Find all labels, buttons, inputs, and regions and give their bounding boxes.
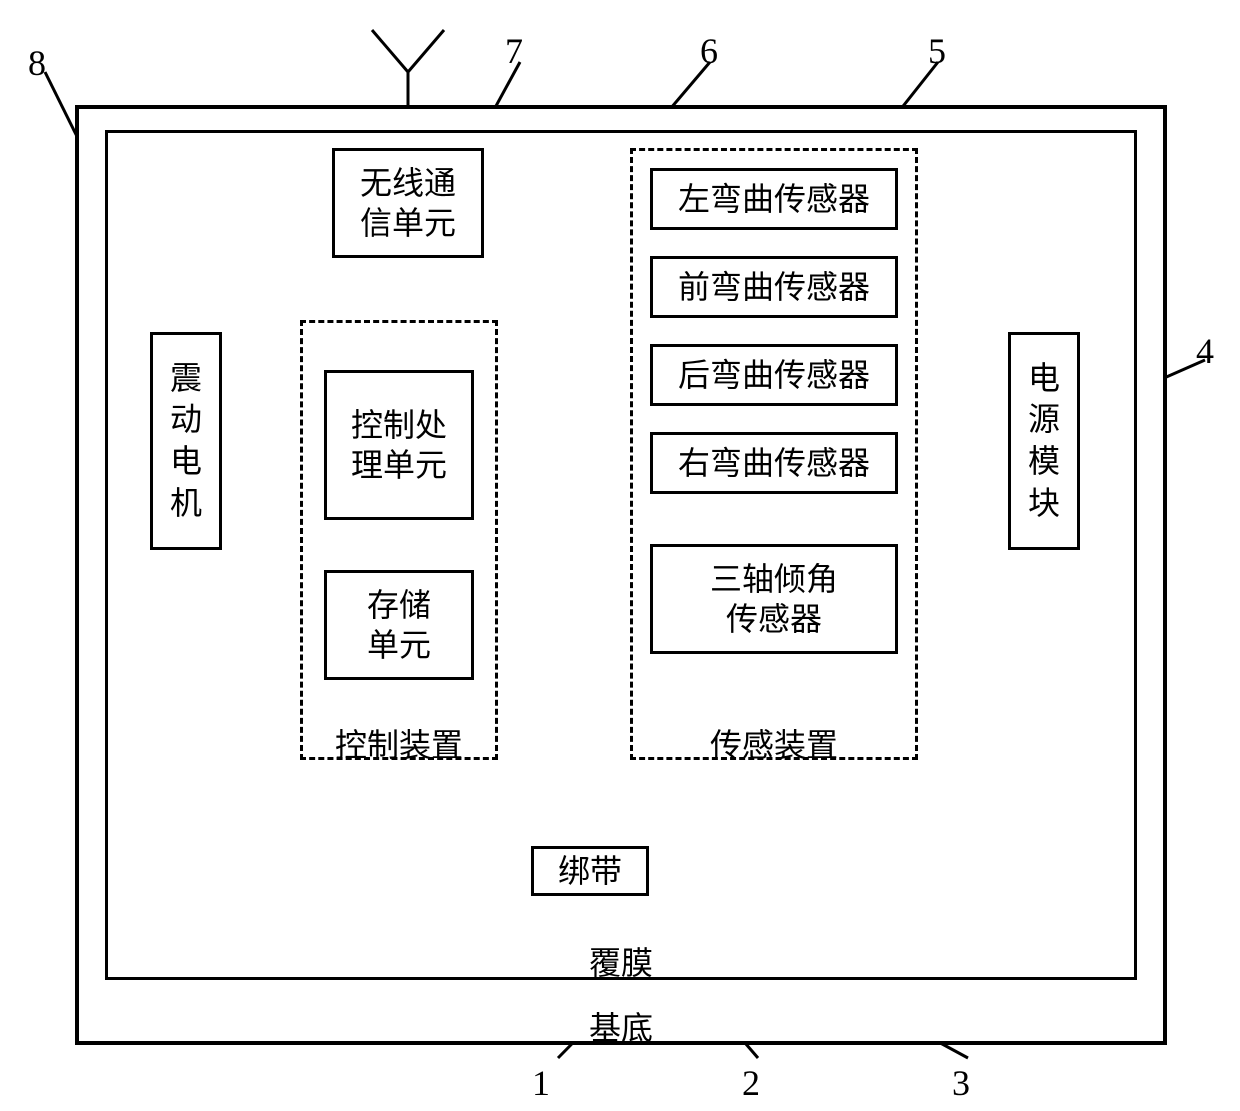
strap-label: 绑带 (558, 851, 622, 891)
power-module: 电源模块 (1008, 332, 1080, 550)
callout-7: 7 (505, 30, 523, 72)
wireless-label: 无线通 信单元 (360, 163, 456, 243)
callout-3: 3 (952, 1062, 970, 1104)
sensor-right-label: 右弯曲传感器 (678, 443, 870, 483)
sensor-front-bend: 前弯曲传感器 (650, 256, 898, 318)
callout-2: 2 (742, 1062, 760, 1104)
sensor-tilt-label: 三轴倾角 传感器 (710, 559, 838, 639)
base-label: 基底 (75, 1003, 1167, 1049)
sensor-back-label: 后弯曲传感器 (678, 355, 870, 395)
sensor-back-bend: 后弯曲传感器 (650, 344, 898, 406)
sensor-group-label: 传感装置 (630, 720, 918, 766)
callout-4: 4 (1196, 330, 1214, 372)
sensor-left-bend: 左弯曲传感器 (650, 168, 898, 230)
power-label: 电源模块 (1028, 358, 1060, 524)
strap-box: 绑带 (531, 846, 649, 896)
sensor-tilt: 三轴倾角 传感器 (650, 544, 898, 654)
sensor-left-label: 左弯曲传感器 (678, 179, 870, 219)
wireless-unit: 无线通 信单元 (332, 148, 484, 258)
film-label: 覆膜 (105, 938, 1137, 984)
motor-label: 震动电机 (170, 358, 202, 524)
control-processing-label: 控制处 理单元 (351, 405, 447, 485)
control-group-label: 控制装置 (300, 720, 498, 766)
vibration-motor: 震动电机 (150, 332, 222, 550)
callout-5: 5 (928, 30, 946, 72)
callout-1: 1 (532, 1062, 550, 1104)
callout-8: 8 (28, 42, 46, 84)
sensor-front-label: 前弯曲传感器 (678, 267, 870, 307)
storage-label: 存储 单元 (367, 585, 431, 665)
control-processing-unit: 控制处 理单元 (324, 370, 474, 520)
callout-6: 6 (700, 30, 718, 72)
sensor-right-bend: 右弯曲传感器 (650, 432, 898, 494)
storage-unit: 存储 单元 (324, 570, 474, 680)
